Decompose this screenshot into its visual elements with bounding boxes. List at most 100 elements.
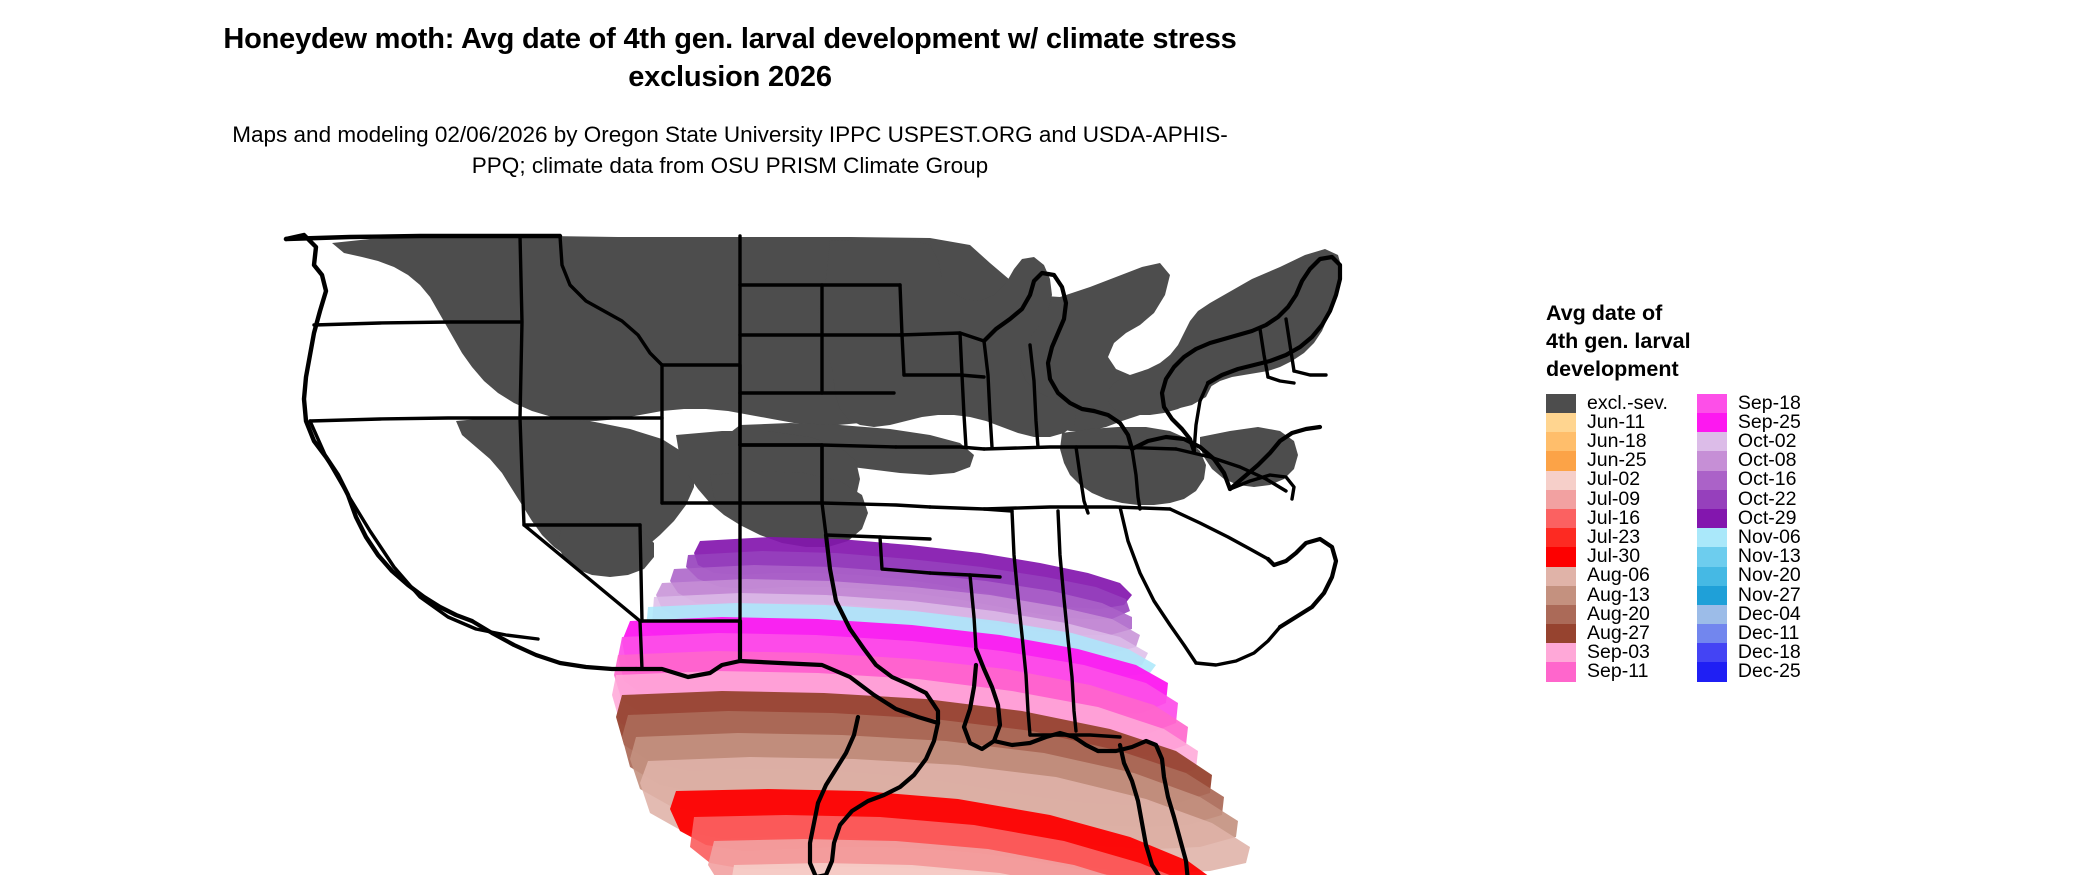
legend-item-label: Nov-20 xyxy=(1737,564,1801,587)
legend-item-label: Jun-11 xyxy=(1587,410,1646,433)
page-title: Honeydew moth: Avg date of 4th gen. larv… xyxy=(223,23,1237,94)
legend-item-label: Aug-20 xyxy=(1587,602,1650,625)
legend-item-label: Oct-16 xyxy=(1737,468,1797,491)
legend-item: Oct-22 xyxy=(1696,487,1801,510)
legend-item-label: Sep-25 xyxy=(1737,410,1801,433)
legend-color-swatch xyxy=(1696,643,1727,663)
legend-item-label: Nov-06 xyxy=(1737,525,1801,548)
map-legend: Avg date of 4th gen. larval development … xyxy=(1546,300,1966,682)
legend-column-left: excl.-sev. Jun-11 Jun-18 Jun-25 Jul-02 Jul-09… xyxy=(1546,391,1668,683)
legend-title: Avg date of 4th gen. larval development xyxy=(1546,301,1691,381)
legend-column-right: Sep-18 Sep-25 Oct-02 Oct-08 Oct-16 Oct-22 Oct-… xyxy=(1696,391,1801,683)
legend-item: Jun-11 xyxy=(1546,410,1668,433)
legend-item: Aug-27 xyxy=(1546,621,1668,644)
legend-item-label: Sep-11 xyxy=(1587,660,1649,683)
legend-item-label: Jul-02 xyxy=(1587,468,1641,491)
legend-color-swatch xyxy=(1546,566,1576,586)
legend-item: Jul-30 xyxy=(1546,545,1668,568)
legend-columns: excl.-sev. Jun-11 Jun-18 Jun-25 Jul-02 Jul-09… xyxy=(1546,391,1966,683)
legend-item: Dec-04 xyxy=(1696,602,1801,625)
legend-color-swatch xyxy=(1696,566,1727,586)
legend-item-label: Oct-29 xyxy=(1737,506,1797,529)
legend-color-swatch xyxy=(1696,470,1727,490)
legend-color-swatch xyxy=(1546,624,1576,644)
legend-item-label: Nov-27 xyxy=(1737,583,1801,606)
legend-color-swatch xyxy=(1546,547,1576,567)
us-choropleth-map xyxy=(270,225,1510,875)
legend-item-label: Oct-08 xyxy=(1737,449,1797,472)
legend-color-swatch xyxy=(1696,528,1727,548)
legend-color-swatch xyxy=(1696,508,1727,529)
legend-color-swatch xyxy=(1696,489,1727,509)
legend-item: Nov-20 xyxy=(1696,564,1801,587)
legend-color-swatch xyxy=(1696,604,1727,625)
legend-item: Dec-25 xyxy=(1696,660,1801,683)
legend-color-swatch xyxy=(1546,585,1576,605)
title-block: Honeydew moth: Avg date of 4th gen. larv… xyxy=(0,20,1460,182)
map-svg xyxy=(270,225,1510,875)
legend-color-swatch xyxy=(1696,432,1727,452)
legend-item: Dec-11 xyxy=(1696,621,1801,644)
legend-item-label: Oct-02 xyxy=(1737,430,1797,453)
legend-item-label: Dec-11 xyxy=(1737,621,1800,644)
legend-item-label: Jun-25 xyxy=(1587,449,1647,472)
legend-item: Aug-13 xyxy=(1546,583,1668,606)
legend-item-label: Sep-18 xyxy=(1737,391,1801,414)
legend-color-swatch xyxy=(1696,413,1727,433)
legend-item: Jul-02 xyxy=(1546,468,1668,491)
legend-item: Oct-16 xyxy=(1696,468,1801,491)
legend-color-swatch xyxy=(1546,662,1576,682)
legend-color-swatch xyxy=(1546,413,1576,433)
legend-item: Oct-29 xyxy=(1696,506,1801,529)
legend-item: Nov-27 xyxy=(1696,583,1801,606)
legend-item: Jul-16 xyxy=(1546,506,1668,529)
legend-item: Sep-03 xyxy=(1546,643,1668,663)
legend-item: Oct-08 xyxy=(1696,449,1801,472)
legend-color-swatch xyxy=(1546,528,1576,548)
legend-item: Dec-18 xyxy=(1696,641,1801,664)
legend-item-label: Jul-16 xyxy=(1587,506,1641,529)
legend-item: Nov-13 xyxy=(1696,545,1801,568)
legend-color-swatch xyxy=(1546,643,1576,663)
legend-item: Aug-20 xyxy=(1546,602,1668,625)
legend-item: Sep-25 xyxy=(1696,410,1801,433)
legend-color-swatch xyxy=(1546,489,1576,509)
data-raster-layer xyxy=(332,236,1342,875)
legend-item-label: Dec-04 xyxy=(1737,602,1801,625)
legend-item: Nov-06 xyxy=(1696,525,1801,548)
legend-color-swatch xyxy=(1696,624,1727,644)
legend-item: Jun-25 xyxy=(1546,449,1668,472)
legend-item-label: excl.-sev. xyxy=(1587,391,1668,414)
legend-color-swatch xyxy=(1546,432,1576,452)
legend-item-label: Aug-27 xyxy=(1587,621,1650,644)
legend-item-label: Jul-09 xyxy=(1587,487,1641,510)
legend-color-swatch xyxy=(1696,393,1727,413)
legend-item: excl.-sev. xyxy=(1546,391,1668,414)
legend-item: Sep-18 xyxy=(1696,391,1801,414)
legend-color-swatch xyxy=(1546,470,1576,490)
legend-color-swatch xyxy=(1696,662,1727,682)
legend-item-label: Dec-18 xyxy=(1737,641,1801,664)
legend-color-swatch xyxy=(1696,547,1727,567)
legend-item: Jul-09 xyxy=(1546,487,1668,510)
legend-item: Aug-06 xyxy=(1546,564,1668,587)
legend-item-label: Aug-06 xyxy=(1587,564,1650,587)
legend-item: Oct-02 xyxy=(1696,430,1801,453)
legend-item: Jul-23 xyxy=(1546,525,1668,548)
legend-item-label: Oct-22 xyxy=(1737,487,1797,510)
legend-color-swatch xyxy=(1546,451,1576,471)
legend-color-swatch xyxy=(1696,585,1727,605)
legend-item-label: Jul-30 xyxy=(1587,545,1641,568)
page-subtitle: Maps and modeling 02/06/2026 by Oregon S… xyxy=(232,121,1228,179)
legend-item: Jun-18 xyxy=(1546,430,1668,453)
band-july-red xyxy=(670,789,1208,875)
legend-item-label: Jul-23 xyxy=(1587,525,1641,548)
state-boundaries xyxy=(283,232,1343,875)
legend-color-swatch xyxy=(1546,393,1576,413)
legend-item-label: Dec-25 xyxy=(1737,660,1801,683)
legend-item-label: Aug-13 xyxy=(1587,583,1650,606)
legend-item-label: Nov-13 xyxy=(1737,545,1801,568)
legend-color-swatch xyxy=(1696,451,1727,471)
legend-item-label: Jun-18 xyxy=(1587,430,1647,453)
